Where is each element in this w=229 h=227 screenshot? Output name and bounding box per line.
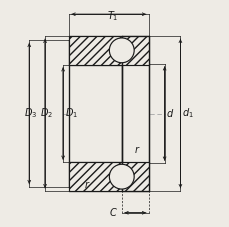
- Bar: [121, 163, 148, 191]
- Text: $D_1$: $D_1$: [65, 107, 78, 120]
- Bar: [68, 163, 121, 191]
- Bar: [68, 36, 121, 64]
- Circle shape: [109, 38, 134, 63]
- Text: $D_2$: $D_2$: [39, 107, 52, 120]
- Text: $d_1$: $d_1$: [181, 107, 193, 120]
- Text: $T_1$: $T_1$: [106, 9, 118, 23]
- Bar: [121, 36, 148, 191]
- Text: $D_3$: $D_3$: [24, 107, 37, 120]
- Bar: [121, 64, 148, 163]
- Text: r: r: [85, 180, 88, 190]
- Text: C: C: [109, 208, 116, 218]
- Bar: [68, 40, 121, 187]
- Text: d: d: [166, 109, 172, 118]
- Text: r: r: [134, 145, 138, 155]
- Circle shape: [109, 164, 134, 189]
- Bar: [121, 36, 148, 64]
